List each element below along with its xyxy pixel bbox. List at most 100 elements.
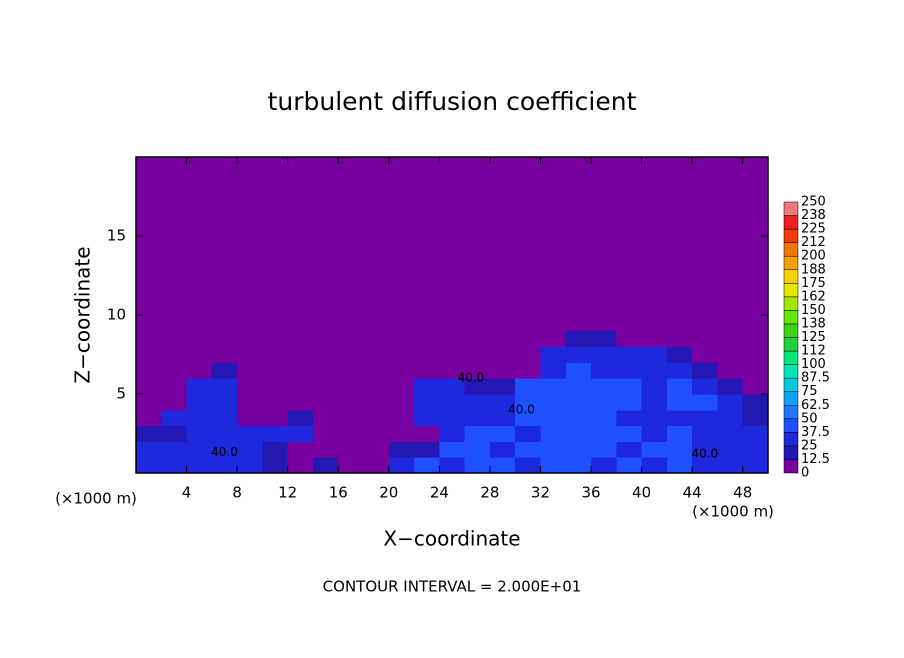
heatmap-cell [262,441,289,458]
colorbar-band [783,445,799,460]
x-tick-label: 12 [278,484,297,502]
heatmap-cell [717,457,744,474]
heatmap-cell [540,346,567,363]
heatmap-cell [186,330,213,348]
heatmap-cell [439,409,466,427]
colorbar-band [783,215,799,230]
heatmap-cell [161,362,188,379]
heatmap-cell [540,362,567,379]
heatmap-cell [540,425,567,442]
heatmap-cell [641,330,668,348]
heatmap-cell [717,441,744,458]
colorbar-label: 50 [801,411,818,426]
colorbar-band [783,269,799,284]
colorbar-band [783,350,799,365]
heatmap-cell [237,378,263,395]
heatmap-cell [489,409,516,427]
heatmap-cell [287,378,314,395]
heatmap-cell [414,394,440,411]
heatmap-cell [287,457,314,474]
heatmap-cell [666,425,693,442]
heatmap-cell [414,378,440,395]
colorbar-band [783,377,799,392]
heatmap-cell [692,409,718,427]
heatmap-cell [186,362,213,379]
heatmap-cell [338,409,365,427]
heatmap-cell [363,346,390,363]
heatmap-cell [742,346,769,363]
heatmap-cell [616,346,643,363]
colorbar-band [783,228,799,243]
heatmap-cell [641,441,668,458]
heatmap-cell [136,409,162,427]
heatmap-cell [641,457,668,474]
colorbar-label: 250 [801,195,826,210]
heatmap-cell [489,346,516,363]
heatmap-cell [439,330,466,348]
heatmap-cell [591,457,617,474]
heatmap-cell [591,330,617,348]
heatmap-cell [186,425,213,442]
heatmap-cell [540,409,567,427]
contour-label: 40.0 [458,371,485,385]
heatmap-cell [464,362,491,379]
colorbar-label: 200 [801,249,826,264]
heatmap-cell [211,330,238,348]
heatmap-cell [161,457,188,474]
x-tick-label: 20 [379,484,398,502]
colorbar-label: 238 [801,208,826,223]
y-axis-label: Z−coordinate [71,246,95,383]
heatmap-cell [338,457,365,474]
heatmap-cell [565,346,592,363]
heatmap-cell [338,362,365,379]
colorbar-band [783,391,799,406]
heatmap-cell [489,330,516,348]
heatmap-cell [489,457,516,474]
colorbar-band [783,418,799,433]
heatmap-cell [262,409,289,427]
heatmap-cell [616,425,643,442]
x-tick-label: 48 [733,484,752,502]
heatmap-cell [641,378,668,395]
heatmap-cell [692,441,718,458]
heatmap-cell [186,346,213,363]
heatmap-cell [211,378,238,395]
heatmap-cell [237,362,263,379]
heatmap-cell [666,457,693,474]
colorbar-label: 138 [801,316,826,331]
heatmap-cell [439,378,466,395]
heatmap-cell [464,346,491,363]
heatmap-cell [464,409,491,427]
heatmap-cell [287,425,314,442]
colorbar-band [783,432,799,447]
heatmap-cell [237,346,263,363]
heatmap-cell [338,441,365,458]
colorbar-band [783,255,799,271]
heatmap-cell [515,394,541,411]
heatmap-cell [439,362,466,379]
heatmap-cell [363,362,390,379]
y-tick-label: 10 [107,306,126,324]
heatmap-cell [363,425,390,442]
colorbar-label: 87.5 [801,371,830,386]
heatmap-cell [565,409,592,427]
heatmap-cell [464,330,491,348]
heatmap-cell [565,441,592,458]
heatmap-cell [717,330,744,348]
colorbar-band [783,242,799,257]
colorbar-label: 62.5 [801,398,830,413]
contour-label: 40.0 [211,445,238,459]
heatmap-cell [287,441,314,458]
heatmap-cell [565,394,592,411]
heatmap-cell [591,394,617,411]
heatmap-cell [717,346,744,363]
heatmap-cell [338,425,365,442]
heatmap-cell [312,330,339,348]
heatmap-cell [312,394,339,411]
heatmap-cell [565,457,592,474]
heatmap-cell [211,394,238,411]
heatmap-cell [565,330,592,348]
heatmap-cell [186,394,213,411]
heatmap-cell [489,425,516,442]
heatmap-cell [591,346,617,363]
